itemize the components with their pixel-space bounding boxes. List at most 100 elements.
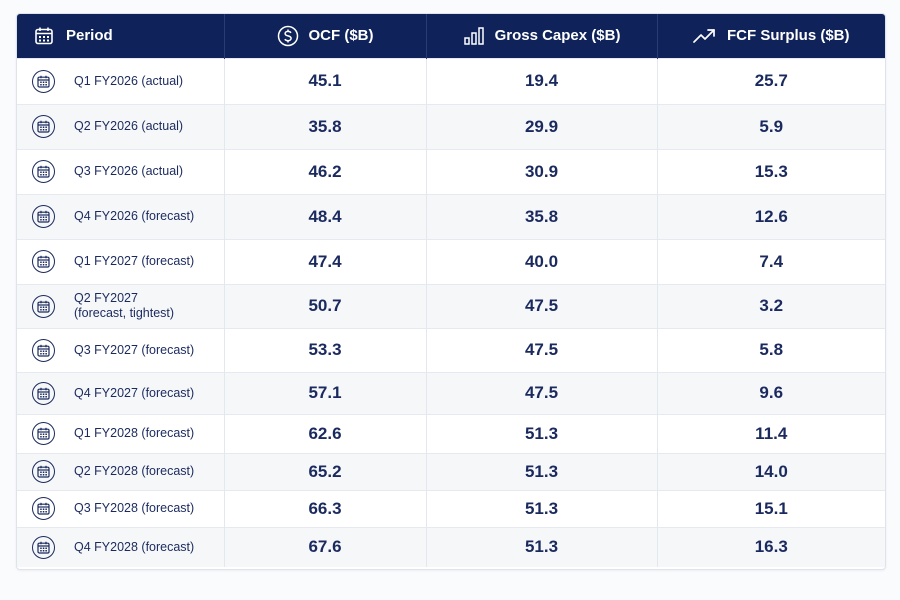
calendar-icon <box>32 115 55 138</box>
calendar-icon <box>34 26 54 46</box>
data-table-card: Period OCF ($B) <box>16 13 886 570</box>
ocf-cell: 66.3 <box>224 489 427 527</box>
calendar-icon <box>32 338 55 362</box>
period-label: Q4 FY2026 (forecast) <box>74 209 195 223</box>
calendar-icon <box>32 160 55 183</box>
calendar-icon <box>32 381 55 405</box>
calendar-icon <box>32 535 55 559</box>
period-label: Q1 FY2027 (forecast) <box>74 254 195 268</box>
header-capex-label: Gross Capex ($B) <box>494 27 621 45</box>
period-label: Q1 FY2026 (actual) <box>74 73 184 88</box>
table-row: Q1 FY2026 (actual) 45.1 19.4 25.7 <box>17 57 885 104</box>
period-cell: Q4 FY2026 (forecast) <box>17 193 225 239</box>
header-ocf-label: OCF ($B) <box>308 27 374 45</box>
calendar-icon <box>32 460 55 483</box>
period-cell: Q2 FY2026 (actual) <box>17 103 225 149</box>
capex-cell: 47.5 <box>426 283 658 328</box>
period-cell: Q2 FY2027 (forecast, tightest) <box>17 283 225 328</box>
period-label: Q3 FY2027 (forecast) <box>74 342 195 357</box>
ocf-cell: 35.8 <box>224 103 427 149</box>
table-row: Q3 FY2028 (forecast) 66.3 51.3 15.1 <box>17 489 885 527</box>
trend-up-icon <box>693 27 717 45</box>
header-fcf-label: FCF Surplus ($B) <box>727 27 850 45</box>
period-label: Q3 FY2026 (actual) <box>74 164 184 178</box>
header-period: Period <box>17 14 225 58</box>
period-label: Q1 FY2028 (forecast) <box>74 426 195 440</box>
period-label: Q2 FY2027 (forecast, tightest) <box>74 291 175 320</box>
period-cell: Q3 FY2026 (actual) <box>17 148 225 194</box>
period-cell: Q3 FY2027 (forecast) <box>17 327 225 372</box>
period-cell: Q1 FY2027 (forecast) <box>17 238 225 284</box>
period-cell: Q1 FY2028 (forecast) <box>17 413 225 453</box>
period-label: Q2 FY2028 (forecast) <box>74 464 195 478</box>
dollar-circle-icon <box>277 25 299 47</box>
table-row: Q4 FY2027 (forecast) 57.1 47.5 9.6 <box>17 371 885 414</box>
capex-cell: 47.5 <box>426 371 658 414</box>
calendar-icon <box>32 205 55 228</box>
bar-chart-icon <box>463 26 485 46</box>
ocf-cell: 53.3 <box>224 327 427 372</box>
header-capex: Gross Capex ($B) <box>426 14 658 58</box>
calendar-icon <box>32 497 55 520</box>
capex-cell: 51.3 <box>426 452 658 490</box>
ocf-cell: 47.4 <box>224 238 427 284</box>
fcf-surplus-cell: 16.3 <box>657 526 885 567</box>
period-label: Q4 FY2028 (forecast) <box>74 539 195 554</box>
fcf-surplus-cell: 9.6 <box>657 371 885 414</box>
fcf-surplus-cell: 3.2 <box>657 283 885 328</box>
capex-cell: 51.3 <box>426 526 658 567</box>
period-cell: Q3 FY2028 (forecast) <box>17 489 225 527</box>
fcf-surplus-cell: 5.8 <box>657 327 885 372</box>
calendar-icon <box>32 422 55 445</box>
period-cell: Q2 FY2028 (forecast) <box>17 452 225 490</box>
period-label: Q2 FY2026 (actual) <box>74 119 184 133</box>
table-row: Q1 FY2027 (forecast) 47.4 40.0 7.4 <box>17 238 885 284</box>
calendar-icon <box>32 69 55 93</box>
table-row: Q2 FY2026 (actual) 35.8 29.9 5.9 <box>17 103 885 149</box>
fcf-surplus-cell: 7.4 <box>657 238 885 284</box>
calendar-icon <box>32 294 55 318</box>
table-row: Q1 FY2028 (forecast) 62.6 51.3 11.4 <box>17 413 885 453</box>
header-row: Period OCF ($B) <box>17 14 885 58</box>
calendar-icon <box>32 250 55 273</box>
fcf-surplus-cell: 14.0 <box>657 452 885 490</box>
cash-flow-table: Period OCF ($B) <box>17 14 885 567</box>
fcf-surplus-cell: 15.3 <box>657 148 885 194</box>
table-row: Q4 FY2026 (forecast) 48.4 35.8 12.6 <box>17 193 885 239</box>
header-fcf: FCF Surplus ($B) <box>657 14 885 58</box>
capex-cell: 35.8 <box>426 193 658 239</box>
capex-cell: 19.4 <box>426 57 658 104</box>
table-row: Q3 FY2027 (forecast) 53.3 47.5 5.8 <box>17 327 885 372</box>
ocf-cell: 57.1 <box>224 371 427 414</box>
table-body: Q1 FY2026 (actual) 45.1 19.4 25.7 Q2 FY2026 … <box>17 57 885 567</box>
capex-cell: 51.3 <box>426 413 658 453</box>
period-cell: Q4 FY2027 (forecast) <box>17 371 225 414</box>
table-row: Q2 FY2028 (forecast) 65.2 51.3 14.0 <box>17 452 885 490</box>
capex-cell: 40.0 <box>426 238 658 284</box>
capex-cell: 30.9 <box>426 148 658 194</box>
fcf-surplus-cell: 11.4 <box>657 413 885 453</box>
period-label: Q4 FY2027 (forecast) <box>74 385 195 400</box>
fcf-surplus-cell: 12.6 <box>657 193 885 239</box>
period-cell: Q4 FY2028 (forecast) <box>17 526 225 567</box>
capex-cell: 29.9 <box>426 103 658 149</box>
table-row: Q2 FY2027 (forecast, tightest) 50.7 47.5 3.… <box>17 283 885 328</box>
period-cell: Q1 FY2026 (actual) <box>17 57 225 104</box>
ocf-cell: 45.1 <box>224 57 427 104</box>
ocf-cell: 50.7 <box>224 283 427 328</box>
fcf-surplus-cell: 25.7 <box>657 57 885 104</box>
capex-cell: 51.3 <box>426 489 658 527</box>
ocf-cell: 65.2 <box>224 452 427 490</box>
ocf-cell: 67.6 <box>224 526 427 567</box>
header-ocf: OCF ($B) <box>224 14 427 58</box>
ocf-cell: 46.2 <box>224 148 427 194</box>
fcf-surplus-cell: 5.9 <box>657 103 885 149</box>
capex-cell: 47.5 <box>426 327 658 372</box>
table-row: Q4 FY2028 (forecast) 67.6 51.3 16.3 <box>17 526 885 567</box>
period-label: Q3 FY2028 (forecast) <box>74 501 195 515</box>
header-period-label: Period <box>66 27 113 45</box>
ocf-cell: 48.4 <box>224 193 427 239</box>
table-row: Q3 FY2026 (actual) 46.2 30.9 15.3 <box>17 148 885 194</box>
ocf-cell: 62.6 <box>224 413 427 453</box>
fcf-surplus-cell: 15.1 <box>657 489 885 527</box>
